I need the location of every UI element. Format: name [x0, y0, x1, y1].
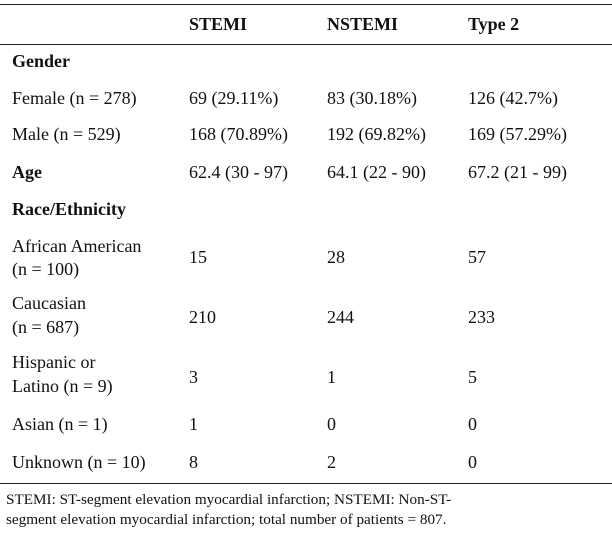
header-type2: Type 2	[468, 14, 520, 34]
cell-age-nstemi: 64.1 (22 - 90)	[327, 162, 426, 182]
footnote-line-1: STEMI: ST-segment elevation myocardial i…	[6, 491, 452, 508]
cell-female-type2: 126 (42.7%)	[468, 88, 558, 108]
cell-asian-type2: 0	[468, 414, 477, 434]
cell-age-type2: 67.2 (21 - 99)	[468, 162, 567, 182]
row-label-unknown: Unknown (n = 10)	[12, 452, 146, 472]
cell-hispanic-latino-type2: 5	[468, 367, 477, 387]
row-label-race-ethnicity: Race/Ethnicity	[12, 199, 126, 219]
cell-unknown-stemi: 8	[189, 452, 198, 472]
table-footnote: STEMI: ST-segment elevation myocardial i…	[6, 490, 608, 530]
row-label-caucasian: Caucasian	[12, 293, 86, 313]
table-top-rule	[0, 4, 612, 5]
footnote-line-2: segment elevation myocardial infarction;…	[6, 511, 447, 528]
cell-caucasian-nstemi: 244	[327, 307, 354, 327]
row-label-male: Male (n = 529)	[12, 124, 121, 144]
header-stemi: STEMI	[189, 14, 248, 34]
cell-hispanic-latino-stemi: 3	[189, 367, 198, 387]
cell-asian-stemi: 1	[189, 414, 198, 434]
row-label-caucasian-n: (n = 687)	[12, 317, 80, 337]
cell-female-nstemi: 83 (30.18%)	[327, 88, 417, 108]
row-label-hispanic-latino-n: Latino (n = 9)	[12, 376, 113, 396]
row-label-african-american: African American	[12, 236, 142, 256]
table-bottom-rule	[0, 483, 612, 484]
cell-female-stemi: 69 (29.11%)	[189, 88, 279, 108]
cell-caucasian-type2: 233	[468, 307, 495, 327]
row-label-hispanic-latino: Hispanic or	[12, 352, 96, 372]
cell-age-stemi: 62.4 (30 - 97)	[189, 162, 288, 182]
cell-male-type2: 169 (57.29%)	[468, 124, 567, 144]
cell-african-american-nstemi: 28	[327, 247, 345, 267]
cell-african-american-stemi: 15	[189, 247, 207, 267]
row-label-gender: Gender	[12, 51, 70, 71]
header-nstemi: NSTEMI	[327, 14, 399, 34]
cell-caucasian-stemi: 210	[189, 307, 216, 327]
cell-unknown-nstemi: 2	[327, 452, 336, 472]
row-label-african-american-n: (n = 100)	[12, 259, 80, 279]
cell-asian-nstemi: 0	[327, 414, 336, 434]
row-label-asian: Asian (n = 1)	[12, 414, 108, 434]
cell-male-stemi: 168 (70.89%)	[189, 124, 288, 144]
cell-unknown-type2: 0	[468, 452, 477, 472]
cell-african-american-type2: 57	[468, 247, 486, 267]
cell-hispanic-latino-nstemi: 1	[327, 367, 336, 387]
cell-male-nstemi: 192 (69.82%)	[327, 124, 426, 144]
table-header-rule	[0, 44, 612, 45]
row-label-age: Age	[12, 162, 42, 182]
row-label-female: Female (n = 278)	[12, 88, 137, 108]
